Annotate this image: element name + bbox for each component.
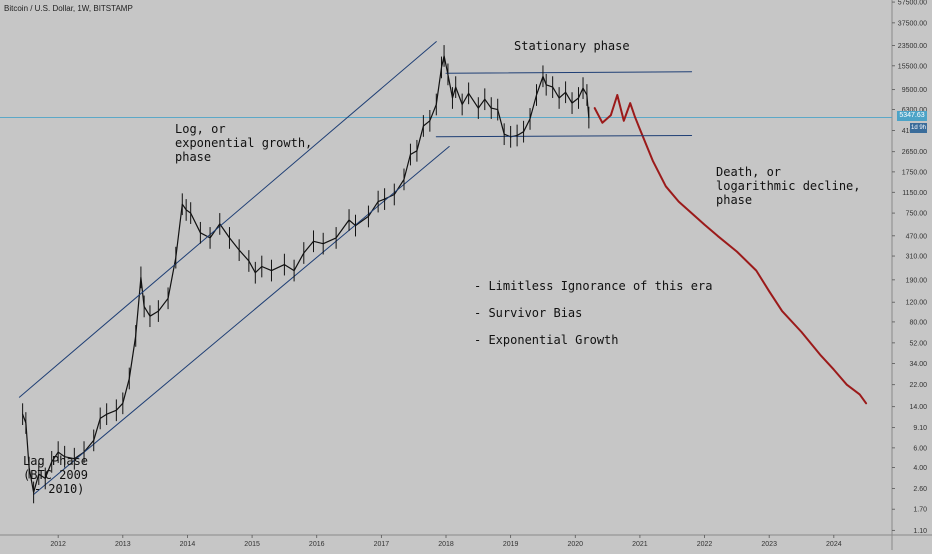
x-tick-label: 2018 [438, 541, 454, 548]
y-tick-label: 750.00 [906, 211, 928, 218]
y-tick-label: 9500.00 [902, 87, 927, 94]
stationary-phase-label: Stationary phase [514, 39, 630, 53]
series-channel-upper [18, 41, 437, 398]
x-tick-label: 2015 [244, 541, 260, 548]
series-projection [593, 94, 868, 405]
x-tick-label: 2014 [180, 541, 196, 548]
y-tick-label: 6.00 [913, 445, 927, 452]
x-tick-label: 2019 [503, 541, 519, 548]
y-tick-label: 4.00 [913, 465, 927, 472]
series-range-top [445, 71, 693, 74]
y-tick-label: 1.70 [913, 507, 927, 514]
y-tick-label: 190.00 [906, 277, 928, 284]
y-tick-label: 14.00 [909, 404, 927, 411]
x-tick-label: 2016 [309, 541, 325, 548]
log-growth-label: Log, or exponential growth, phase [175, 122, 313, 164]
y-tick-label: 15500.00 [898, 63, 927, 70]
x-tick-label: 2022 [697, 541, 713, 548]
note-survivor-bias: - Survivor Bias [474, 306, 583, 320]
lag-phase-label: Lag Phase (BTC 2009 - 2010) [23, 454, 89, 496]
note-exponential-growth: - Exponential Growth [474, 333, 619, 347]
series-range-bottom [435, 135, 693, 138]
y-tick-label: 37500.00 [898, 20, 927, 27]
y-tick-label: 120.00 [906, 300, 928, 307]
x-tick-label: 2023 [761, 541, 777, 548]
y-tick-label: 80.00 [909, 319, 927, 326]
x-tick-label: 2020 [567, 541, 583, 548]
y-tick-label: 2.60 [913, 486, 927, 493]
y-tick-label: 6300.00 [902, 107, 927, 114]
y-tick-label: 22.00 [909, 382, 927, 389]
x-tick-label: 2024 [826, 541, 842, 548]
y-tick-label: 2650.00 [902, 149, 927, 156]
x-tick-label: 2017 [374, 541, 390, 548]
x-tick-label: 2013 [115, 541, 131, 548]
y-tick-label: 1750.00 [902, 169, 927, 176]
countdown-tag: 1d 9h [910, 123, 927, 133]
x-tick-label: 2012 [50, 541, 66, 548]
current-price-tag: 5347.63 [897, 111, 927, 121]
y-tick-label: 1150.00 [902, 190, 927, 197]
y-tick-label: 23500.00 [898, 43, 927, 50]
note-ignorance: - Limitless Ignorance of this era [474, 279, 713, 293]
death-phase-label: Death, or logarithmic decline, phase [716, 165, 861, 207]
y-tick-label: 310.00 [906, 254, 928, 261]
y-tick-label: 470.00 [906, 233, 928, 240]
y-tick-label: 57500.00 [898, 0, 927, 7]
y-tick-label: 34.00 [909, 361, 927, 368]
series-channel-lower [33, 146, 450, 495]
y-tick-label: 1.10 [913, 528, 927, 535]
y-tick-label: 52.00 [909, 340, 927, 347]
y-tick-label: 9.10 [913, 425, 927, 432]
chart-title: Bitcoin / U.S. Dollar, 1W, BITSTAMP [4, 4, 133, 13]
x-tick-label: 2021 [632, 541, 648, 548]
